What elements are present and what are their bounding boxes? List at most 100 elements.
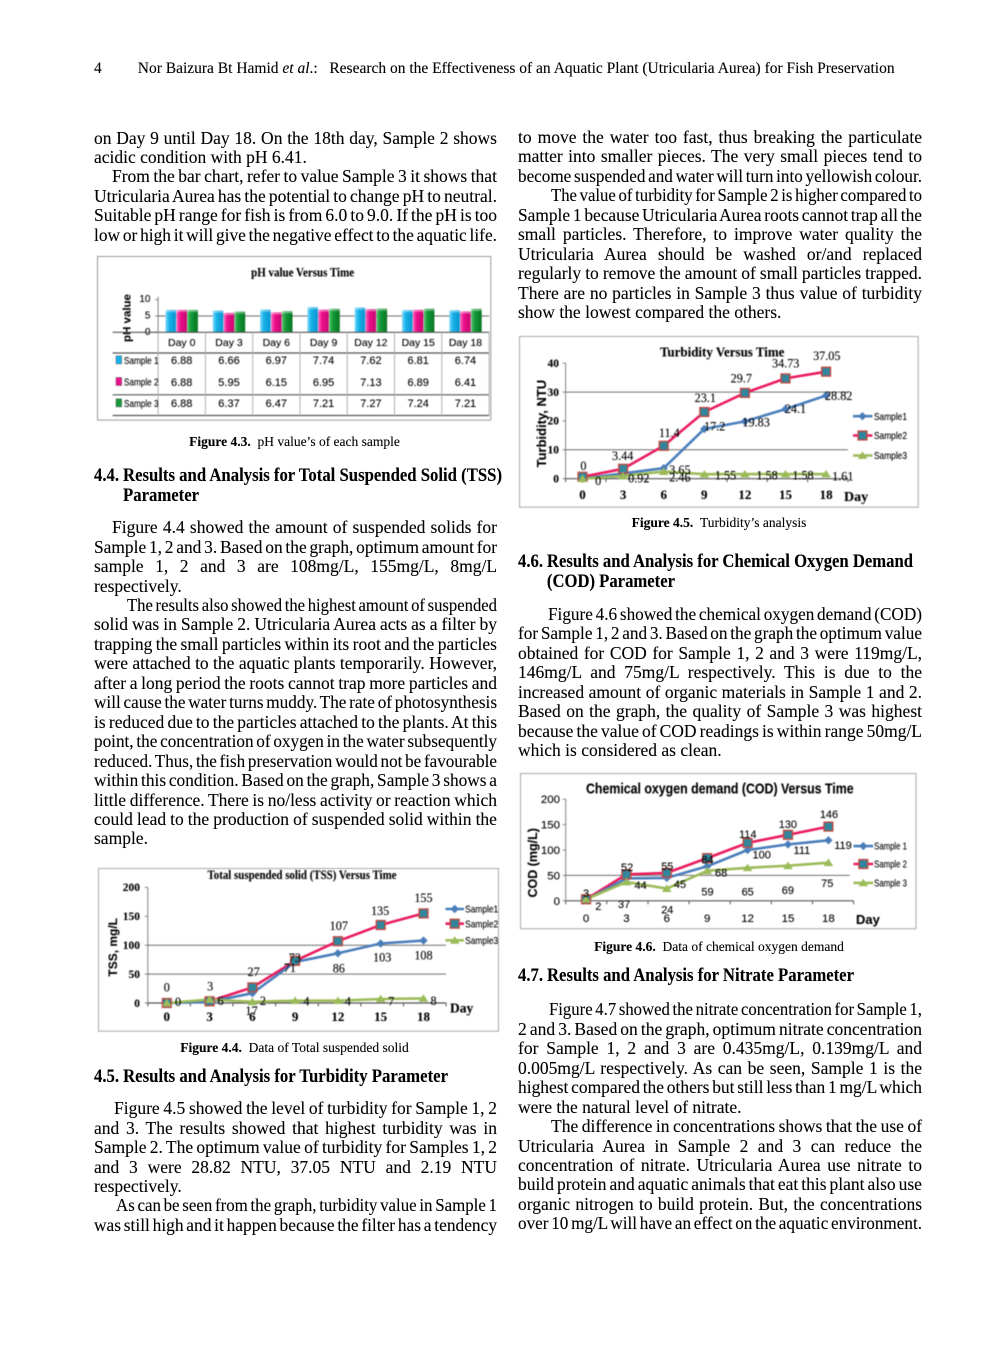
- svg-text:15: 15: [779, 487, 792, 502]
- svg-text:Sample2: Sample2: [874, 431, 907, 442]
- svg-text:65: 65: [742, 887, 754, 899]
- svg-text:30: 30: [548, 387, 560, 399]
- svg-text:Sample 2: Sample 2: [124, 377, 159, 388]
- svg-text:5: 5: [145, 310, 151, 321]
- svg-text:Turbidity Versus Time: Turbidity Versus Time: [660, 346, 784, 361]
- svg-text:119: 119: [834, 840, 852, 852]
- svg-text:Day 9: Day 9: [310, 338, 338, 349]
- svg-text:Day 12: Day 12: [355, 338, 388, 349]
- svg-text:4: 4: [303, 995, 309, 1009]
- svg-text:59: 59: [701, 887, 713, 899]
- svg-text:52: 52: [621, 862, 633, 874]
- svg-text:0: 0: [163, 981, 169, 995]
- svg-text:Day: Day: [844, 490, 868, 505]
- svg-text:1.61: 1.61: [832, 470, 853, 484]
- svg-text:3: 3: [583, 889, 589, 901]
- svg-text:1.58: 1.58: [793, 469, 814, 483]
- svg-text:Sample 3: Sample 3: [874, 879, 907, 890]
- svg-text:6.95: 6.95: [313, 377, 334, 389]
- svg-text:Day 18: Day 18: [449, 338, 482, 349]
- svg-text:155: 155: [414, 891, 432, 905]
- svg-text:0: 0: [175, 995, 181, 1009]
- svg-text:6.15: 6.15: [266, 377, 287, 389]
- svg-text:114: 114: [739, 829, 757, 841]
- svg-text:146: 146: [820, 809, 838, 821]
- svg-text:6.81: 6.81: [408, 355, 429, 367]
- svg-text:12: 12: [741, 913, 754, 925]
- svg-text:7.13: 7.13: [361, 377, 382, 389]
- svg-text:0: 0: [579, 487, 586, 502]
- svg-text:27: 27: [247, 965, 259, 979]
- svg-text:6.97: 6.97: [266, 355, 287, 367]
- svg-text:150: 150: [541, 820, 560, 832]
- svg-text:84: 84: [701, 855, 713, 867]
- svg-text:15: 15: [374, 1009, 387, 1024]
- svg-text:6.88: 6.88: [171, 398, 192, 410]
- svg-text:17.2: 17.2: [704, 420, 725, 434]
- svg-text:135: 135: [370, 904, 388, 918]
- svg-text:0: 0: [163, 1009, 170, 1024]
- svg-text:18: 18: [822, 913, 835, 925]
- svg-text:7.21: 7.21: [455, 398, 476, 410]
- svg-text:28.82: 28.82: [825, 389, 852, 403]
- svg-text:50: 50: [547, 871, 560, 883]
- svg-text:6: 6: [217, 994, 223, 1008]
- svg-text:Total suspended solid (TSS) Ve: Total suspended solid (TSS) Versus Time: [207, 868, 396, 882]
- svg-text:9: 9: [291, 1009, 298, 1024]
- svg-text:4: 4: [344, 995, 350, 1009]
- svg-text:34.73: 34.73: [772, 357, 799, 371]
- svg-text:0: 0: [134, 998, 140, 1010]
- svg-text:7.27: 7.27: [361, 398, 382, 410]
- svg-text:150: 150: [122, 911, 139, 923]
- svg-text:0: 0: [581, 459, 587, 473]
- svg-text:6.88: 6.88: [171, 355, 192, 367]
- svg-text:Sample1: Sample1: [874, 412, 907, 423]
- svg-text:Sample 3: Sample 3: [124, 399, 159, 410]
- svg-text:6.88: 6.88: [171, 377, 192, 389]
- svg-text:TSS, mg/L: TSS, mg/L: [106, 918, 120, 977]
- svg-text:Sample 1: Sample 1: [874, 842, 907, 853]
- svg-text:1.55: 1.55: [715, 469, 736, 483]
- svg-text:Sample3: Sample3: [874, 451, 907, 462]
- svg-text:3: 3: [623, 913, 629, 925]
- svg-text:6.74: 6.74: [455, 355, 476, 367]
- svg-text:Chemical oxygen demand (COD) V: Chemical oxygen demand (COD) Versus Time: [586, 781, 854, 798]
- svg-text:2: 2: [259, 994, 265, 1008]
- svg-text:29.7: 29.7: [731, 372, 752, 386]
- svg-text:0: 0: [553, 474, 559, 486]
- svg-text:86: 86: [332, 962, 344, 976]
- svg-text:100: 100: [122, 940, 139, 952]
- svg-text:3.65: 3.65: [669, 464, 690, 478]
- svg-text:17: 17: [245, 1004, 257, 1018]
- svg-text:pH value Versus Time: pH value Versus Time: [251, 265, 354, 279]
- svg-text:12: 12: [331, 1009, 344, 1024]
- svg-text:pH value: pH value: [122, 294, 134, 342]
- svg-text:200: 200: [541, 795, 560, 807]
- svg-text:20: 20: [548, 416, 560, 428]
- svg-text:6: 6: [661, 487, 668, 502]
- svg-text:24: 24: [661, 905, 673, 917]
- svg-text:23.1: 23.1: [695, 392, 716, 406]
- svg-text:Sample 2: Sample 2: [874, 860, 907, 871]
- svg-text:18: 18: [820, 487, 833, 502]
- svg-text:68: 68: [715, 868, 727, 880]
- svg-text:0.92: 0.92: [628, 472, 649, 486]
- svg-text:Day: Day: [856, 912, 881, 927]
- svg-text:130: 130: [779, 819, 797, 831]
- svg-text:111: 111: [794, 845, 811, 857]
- svg-text:Day 0: Day 0: [168, 338, 196, 349]
- svg-text:7.24: 7.24: [408, 398, 429, 410]
- svg-text:10: 10: [548, 445, 560, 457]
- svg-text:6.89: 6.89: [408, 377, 429, 389]
- svg-text:Day: Day: [449, 1001, 472, 1016]
- svg-text:8: 8: [430, 994, 436, 1008]
- svg-text:71: 71: [283, 961, 295, 975]
- svg-text:Day 15: Day 15: [402, 338, 435, 349]
- svg-text:75: 75: [821, 878, 833, 890]
- svg-text:6.47: 6.47: [266, 398, 287, 410]
- svg-text:9: 9: [701, 487, 708, 502]
- svg-text:19.83: 19.83: [743, 416, 770, 430]
- svg-text:12: 12: [739, 487, 752, 502]
- svg-text:7: 7: [388, 995, 394, 1009]
- svg-text:3: 3: [620, 487, 627, 502]
